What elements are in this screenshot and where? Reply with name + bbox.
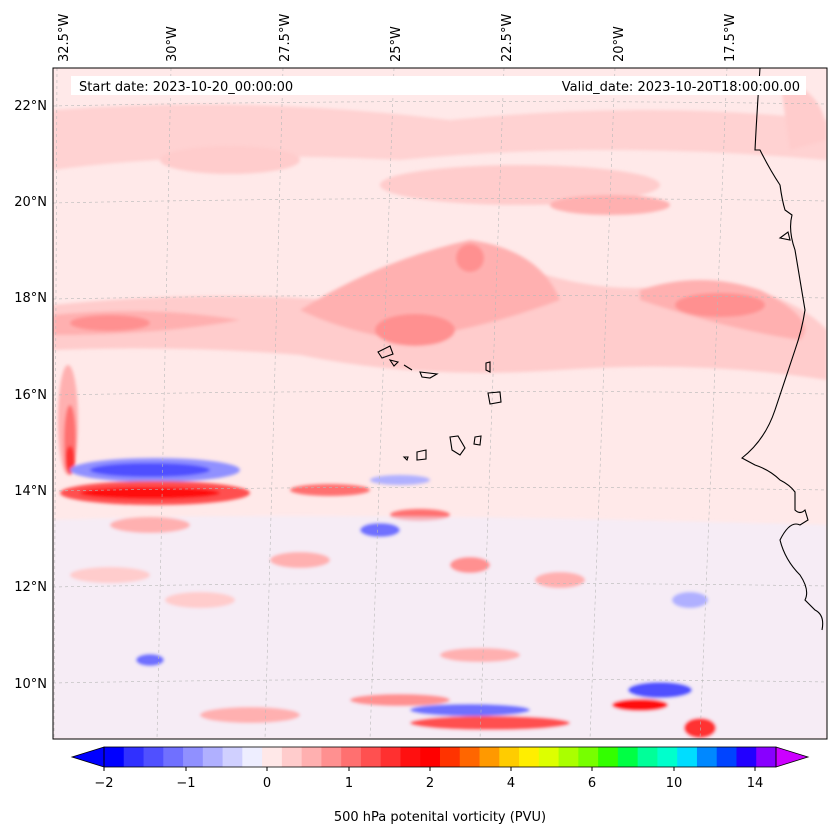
lon-tick-label: 20°W [612, 26, 627, 62]
colorbar-cell [380, 747, 401, 767]
colorbar-cell [558, 747, 579, 767]
colorbar-cell [519, 747, 540, 767]
map-panel: Start date: 2023-10-20_00:00:00 Valid_da… [53, 68, 827, 739]
lat-tick-label: 16°N [14, 388, 47, 403]
lat-tick-label: 12°N [14, 580, 47, 595]
map-frame [52, 67, 828, 740]
colorbar-cell [637, 747, 658, 767]
colorbar-over-arrow [775, 746, 810, 768]
colorbar-cell [341, 747, 362, 767]
colorbar-tick-label: −2 [94, 776, 113, 791]
lon-tick-label: 32.5°W [57, 14, 72, 62]
lat-tick-label: 20°N [14, 195, 47, 210]
lat-tick-label: 18°N [14, 291, 47, 306]
colorbar-cell [143, 747, 164, 767]
colorbar-label: 500 hPa potenital vorticity (PVU) [334, 810, 546, 825]
colorbar-cell [578, 747, 599, 767]
colorbar-cell [301, 747, 322, 767]
gridlines [53, 68, 827, 739]
lon-tick-label: 30°W [165, 26, 180, 62]
colorbar-cell [459, 747, 481, 767]
colorbar-under-arrow [70, 746, 105, 768]
colorbar-cell [756, 747, 777, 767]
lon-tick-label: 17.5°W [723, 14, 738, 62]
cape-verde-islands [377, 345, 502, 462]
colorbar-cell [677, 747, 698, 767]
valid-date-label: Valid_date: 2023-10-20T18:00:00.00 [562, 80, 800, 95]
colorbar-cell [479, 747, 500, 767]
lon-tick-labels: 32.5°W 30°W 27.5°W 25°W 22.5°W 20°W 17.5… [57, 14, 738, 62]
coastline [740, 68, 824, 631]
colorbar-cell [617, 747, 639, 767]
colorbar: −2 −1 0 1 2 4 6 10 14 500 hPa potenital … [70, 746, 810, 825]
colorbar-cell [716, 747, 737, 767]
colorbar-cells [104, 747, 777, 767]
colorbar-cell [262, 747, 283, 767]
colorbar-tick-label: 1 [345, 776, 353, 791]
colorbar-cell [538, 747, 560, 767]
colorbar-cell [104, 747, 125, 767]
colorbar-cell [222, 747, 243, 767]
colorbar-tick-label: 2 [426, 776, 434, 791]
colorbar-tick-label: 10 [666, 776, 683, 791]
colorbar-tick-label: −1 [176, 776, 195, 791]
colorbar-cell [598, 747, 619, 767]
lon-tick-label: 25°W [389, 26, 404, 62]
lon-tick-label: 22.5°W [500, 14, 515, 62]
lat-tick-label: 14°N [14, 484, 47, 499]
start-date-label: Start date: 2023-10-20_00:00:00 [79, 80, 293, 95]
lat-tick-label: 22°N [14, 99, 47, 114]
colorbar-cell [242, 747, 263, 767]
lon-tick-label: 27.5°W [278, 14, 293, 62]
colorbar-cell [499, 747, 520, 767]
colorbar-cell [321, 747, 342, 767]
colorbar-cell [696, 747, 718, 767]
colorbar-cell [420, 747, 441, 767]
colorbar-cell [281, 747, 303, 767]
colorbar-tick-label: 0 [263, 776, 271, 791]
colorbar-ticks: −2 −1 0 1 2 4 6 10 14 [94, 767, 763, 791]
colorbar-cell [183, 747, 204, 767]
colorbar-cell [360, 747, 382, 767]
lat-tick-label: 10°N [14, 677, 47, 692]
colorbar-frame [103, 746, 777, 768]
colorbar-cell [736, 747, 757, 767]
colorbar-tick-label: 14 [747, 776, 764, 791]
colorbar-cell [202, 747, 224, 767]
lat-tick-labels: 22°N 20°N 18°N 16°N 14°N 12°N 10°N [14, 99, 47, 692]
colorbar-tick-label: 6 [588, 776, 596, 791]
colorbar-cell [440, 747, 461, 767]
colorbar-cell [400, 747, 421, 767]
colorbar-cell [657, 747, 678, 767]
date-banner: Start date: 2023-10-20_00:00:00 Valid_da… [71, 76, 806, 95]
colorbar-cell [123, 747, 145, 767]
colorbar-tick-label: 4 [507, 776, 515, 791]
pv-field [53, 80, 827, 739]
colorbar-cell [163, 747, 184, 767]
